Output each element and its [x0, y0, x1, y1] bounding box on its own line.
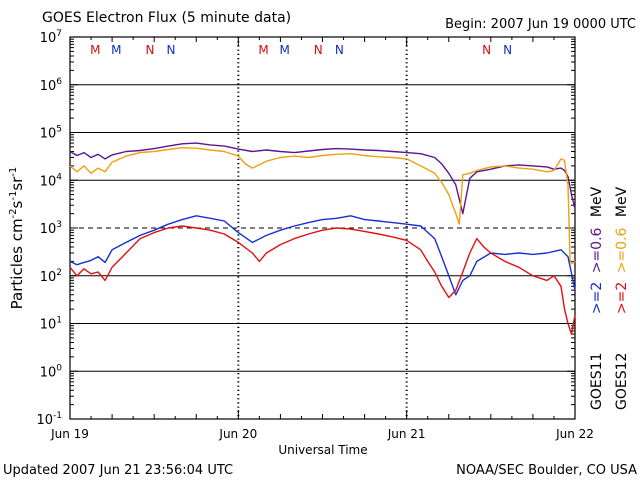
y-tick-base: 10	[36, 413, 53, 428]
y-title-exp3: -1	[8, 167, 19, 177]
x-axis-ticks: Jun 19 Jun 20 Jun 21 Jun 22	[50, 37, 594, 441]
time-marker: N	[145, 43, 154, 57]
time-marker: N	[314, 43, 323, 57]
svg-text:GOES12 >=2 >=0.6: GOES12 >=2 >=0.6 MeV	[614, 186, 630, 410]
y-tick-label: 101	[40, 316, 62, 333]
time-marker: N	[335, 43, 344, 57]
time-marker: N	[503, 43, 512, 57]
y-tick-base: 10	[40, 174, 57, 189]
svg-text:GOES11 >=2 >=0.6: GOES11 >=2 >=0.6 MeV	[589, 186, 605, 410]
legend-goes11-unit: MeV	[589, 186, 605, 217]
chart-title: GOES Electron Flux (5 minute data)	[42, 10, 291, 26]
y-axis-title: Particles cm-2s-1sr-1	[8, 167, 26, 310]
y-tick-exponent: 0	[56, 363, 62, 373]
y-title-sr: sr	[8, 176, 26, 191]
y-tick-label: 106	[40, 77, 63, 94]
x-tick-label: Jun 20	[218, 427, 257, 441]
updated-timestamp: Updated 2007 Jun 21 23:56:04 UTC	[3, 463, 233, 478]
flux-series	[69, 142, 576, 335]
y-tick-base: 10	[40, 31, 57, 46]
y-tick-label: 105	[40, 125, 62, 142]
series-line-2	[69, 215, 576, 296]
y-tick-exponent: 2	[56, 268, 62, 278]
legend-goes11-name: GOES11	[589, 353, 605, 410]
y-tick-base: 10	[40, 222, 57, 237]
time-marker: M	[258, 43, 268, 57]
y-tick-exponent: 4	[56, 172, 62, 182]
time-marker: M	[111, 43, 121, 57]
legend-goes12-ge06: >=0.6	[614, 227, 630, 273]
y-tick-label: 10-1	[36, 411, 62, 428]
y-tick-exponent: 6	[56, 77, 62, 87]
series-line-1	[69, 146, 576, 265]
y-title-exp2: -1	[8, 191, 19, 201]
y-tick-exponent: -1	[53, 411, 62, 421]
y-tick-exponent: 7	[56, 29, 62, 39]
y-tick-base: 10	[40, 365, 57, 380]
legend-goes12-ge2: >=2	[614, 282, 630, 314]
legend-goes11-ge2: >=2	[589, 282, 605, 314]
time-marker: N	[167, 43, 176, 57]
x-tick-label: Jun 21	[387, 427, 426, 441]
horizontal-gridlines	[70, 84, 575, 372]
time-marker: M	[90, 43, 100, 57]
y-tick-label: 107	[40, 29, 62, 46]
legend-goes12-name: GOES12	[614, 353, 630, 410]
y-tick-exponent: 5	[56, 125, 62, 135]
legend-goes12-unit: MeV	[614, 186, 630, 217]
y-tick-exponent: 3	[56, 220, 62, 230]
y-tick-base: 10	[40, 318, 57, 333]
day-separators	[237, 37, 408, 419]
y-tick-base: 10	[40, 270, 57, 285]
legend-goes11: GOES11 >=2 >=0.6 MeV	[589, 186, 605, 410]
y-tick-exponent: 1	[56, 316, 62, 326]
legend-goes12: GOES12 >=2 >=0.6 MeV	[614, 186, 630, 410]
time-marker: M	[279, 43, 289, 57]
x-tick-label: Jun 19	[50, 427, 89, 441]
y-title-s: s	[8, 200, 26, 208]
x-axis-title: Universal Time	[278, 443, 367, 457]
x-tick-label: Jun 22	[555, 427, 594, 441]
source-credit: NOAA/SEC Boulder, CO USA	[456, 463, 637, 478]
y-tick-label: 103	[40, 220, 62, 237]
y-title-main: Particles cm	[8, 218, 26, 309]
y-title-exp1: -2	[8, 208, 19, 218]
time-marker: N	[482, 43, 491, 57]
y-tick-label: 100	[40, 363, 63, 380]
series-line-3	[69, 225, 576, 335]
series-line-0	[69, 142, 576, 215]
y-tick-base: 10	[40, 79, 57, 94]
begin-label: Begin: 2007 Jun 19 0000 UTC	[445, 17, 636, 32]
legend-goes11-ge06: >=0.6	[589, 227, 605, 273]
y-tick-base: 10	[40, 127, 57, 142]
y-tick-label: 104	[40, 172, 63, 189]
y-tick-label: 102	[40, 268, 62, 285]
